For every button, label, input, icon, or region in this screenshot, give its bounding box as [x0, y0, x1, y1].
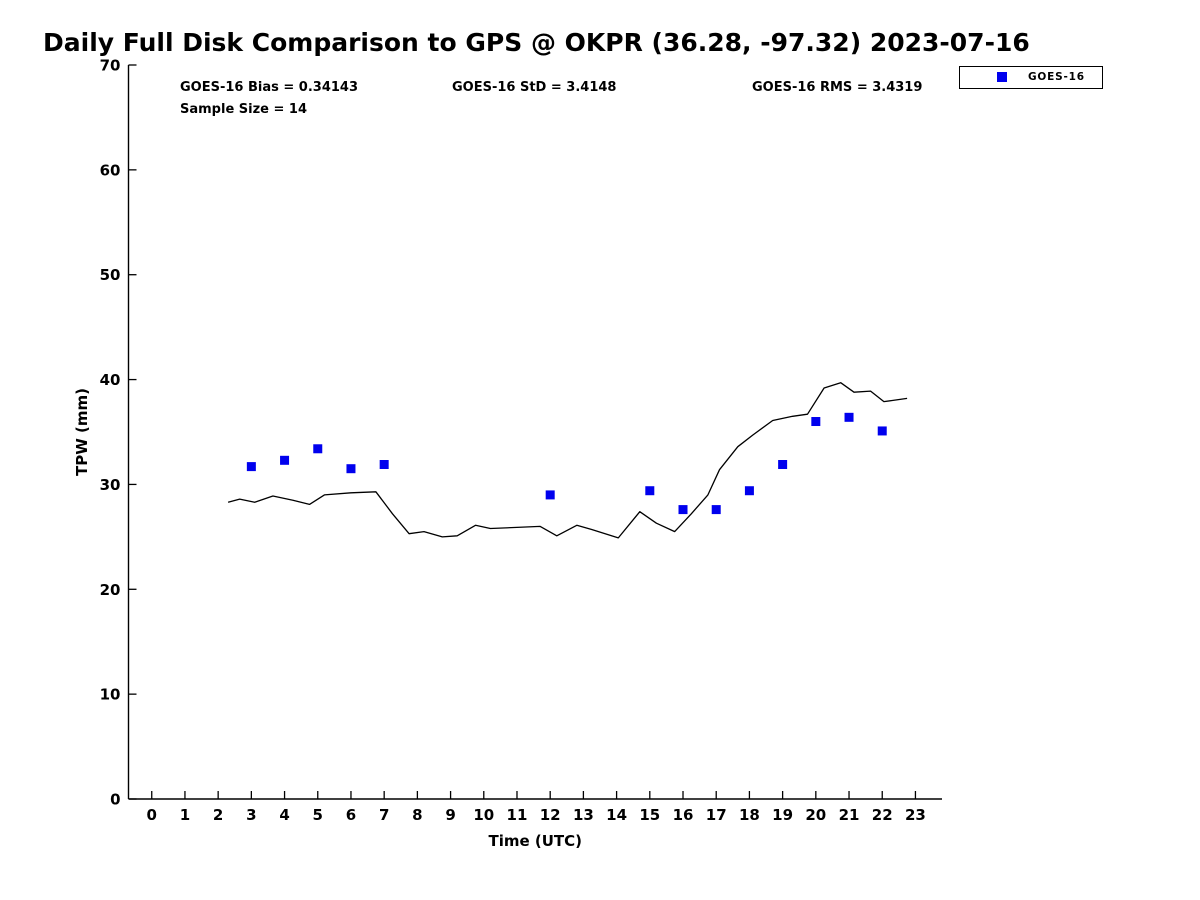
goes16-data-point — [379, 460, 389, 470]
x-tick-label: 4 — [279, 806, 289, 824]
goes16-data-point — [877, 426, 887, 436]
x-tick-label: 9 — [445, 806, 455, 824]
goes16-data-point — [844, 412, 854, 422]
x-tick-label: 6 — [346, 806, 356, 824]
goes16-data-point — [645, 486, 655, 496]
goes16-data-point — [545, 490, 555, 500]
y-tick-label: 60 — [100, 161, 121, 179]
gps-line — [227, 382, 908, 539]
x-tick-label: 0 — [147, 806, 157, 824]
goes16-data-point — [778, 460, 788, 470]
x-tick-label: 8 — [412, 806, 422, 824]
legend-label-goes16: GOES-16 — [1028, 71, 1085, 83]
x-tick-label: 21 — [839, 806, 860, 824]
y-tick-label: 20 — [100, 581, 121, 599]
goes16-data-point — [280, 455, 290, 465]
x-tick-label: 1 — [180, 806, 190, 824]
y-tick-label: 30 — [100, 476, 121, 494]
stat-sample-size-text: Sample Size = 14 — [180, 102, 308, 117]
x-tick-label: 14 — [606, 806, 627, 824]
x-tick-label: 10 — [473, 806, 494, 824]
y-tick-label: 50 — [100, 266, 121, 284]
x-tick-label: 12 — [540, 806, 561, 824]
legend-box: GOES-16 — [959, 66, 1103, 89]
x-tick-label: 17 — [706, 806, 727, 824]
x-tick-label: 5 — [313, 806, 323, 824]
x-tick-label: 19 — [772, 806, 793, 824]
stat-bias-text: GOES-16 Bias = 0.34143 — [180, 80, 359, 95]
x-tick-label: 11 — [507, 806, 528, 824]
y-tick-label: 0 — [110, 791, 120, 809]
goes16-data-point — [811, 417, 821, 427]
goes16-legend-marker-icon — [997, 72, 1007, 82]
y-axis-label: TPW (mm) — [73, 388, 91, 476]
goes16-data-point — [678, 505, 688, 515]
y-tick-label: 40 — [100, 371, 121, 389]
y-tick-label: 10 — [100, 686, 121, 704]
goes16-data-point — [313, 444, 323, 454]
x-tick-label: 3 — [246, 806, 256, 824]
goes16-data-point — [246, 462, 256, 472]
goes16-data-point — [711, 505, 721, 515]
x-tick-label: 15 — [639, 806, 660, 824]
x-tick-label: 22 — [872, 806, 893, 824]
x-tick-label: 2 — [213, 806, 223, 824]
goes16-data-point — [346, 464, 356, 474]
goes16-data-point — [744, 486, 754, 496]
x-tick-label: 23 — [905, 806, 926, 824]
chart-title: Daily Full Disk Comparison to GPS @ OKPR… — [43, 28, 1030, 57]
x-tick-label: 13 — [573, 806, 594, 824]
x-axis-label: Time (UTC) — [488, 832, 582, 850]
x-tick-label: 20 — [805, 806, 826, 824]
stat-rms-text: GOES-16 RMS = 3.4319 — [752, 80, 923, 95]
x-tick-label: 16 — [673, 806, 694, 824]
stat-std-text: GOES-16 StD = 3.4148 — [452, 80, 617, 95]
x-tick-label: 18 — [739, 806, 760, 824]
x-tick-label: 7 — [379, 806, 389, 824]
y-tick-label: 70 — [100, 57, 121, 75]
